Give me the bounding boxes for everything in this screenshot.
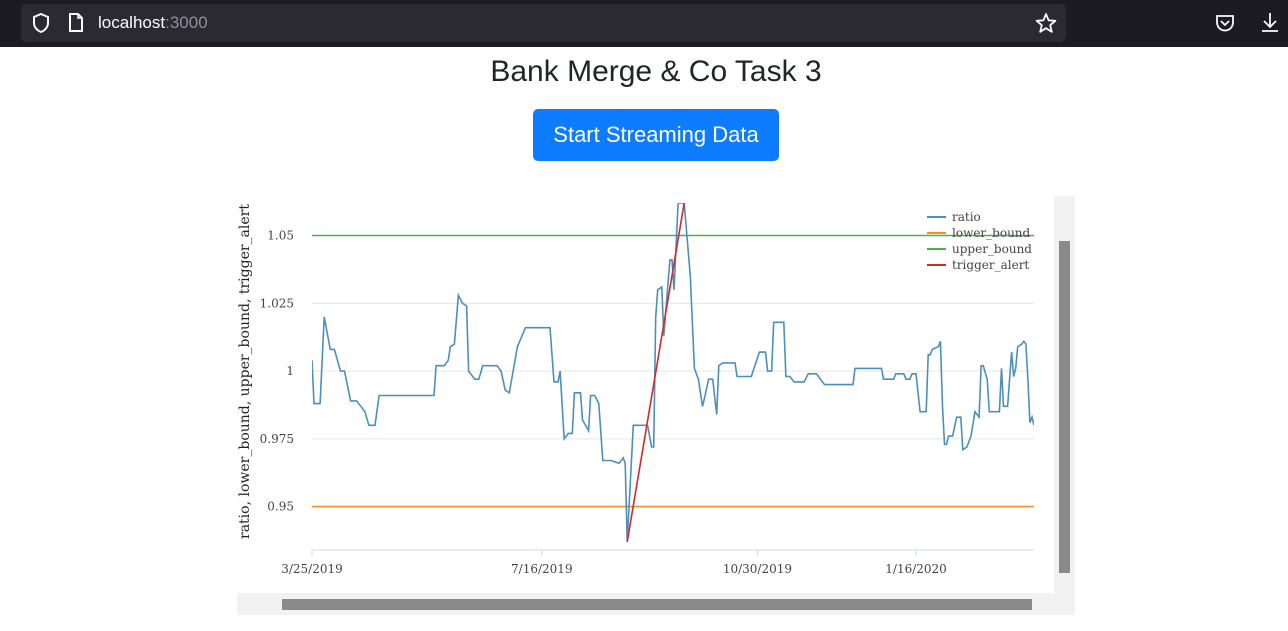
- chart-viewer: 0.95 0.975 1 1.025 1.05 3/25/2019 7/16/2019 10/…: [237, 196, 1075, 615]
- pocket-icon[interactable]: [1214, 12, 1236, 34]
- y-tick-label: 0.975: [260, 432, 294, 446]
- series-line-trigger-alert: [626, 203, 685, 543]
- download-icon[interactable]: [1259, 11, 1281, 35]
- vertical-scrollbar-thumb[interactable]: [1059, 241, 1070, 573]
- url-text[interactable]: localhost:3000: [98, 13, 208, 33]
- url-host: localhost: [98, 13, 166, 32]
- x-tick-label: 1/16/2020: [885, 562, 947, 576]
- horizontal-scrollbar-thumb[interactable]: [282, 599, 1032, 610]
- url-port: :3000: [165, 13, 208, 32]
- x-tick-label: 7/16/2019: [511, 562, 573, 576]
- chart-plot-area: 0.95 0.975 1 1.025 1.05 3/25/2019 7/16/2019 10/…: [237, 196, 1054, 593]
- y-tick-label: 1.05: [267, 229, 294, 243]
- y-tick-label: 1: [286, 364, 294, 378]
- browser-toolbar: localhost:3000: [0, 0, 1288, 47]
- y-tick-label: 0.95: [267, 500, 294, 514]
- legend-label-trigger-alert: trigger_alert: [952, 258, 1029, 272]
- legend-label-upper-bound: upper_bound: [952, 242, 1032, 256]
- line-chart: 0.95 0.975 1 1.025 1.05 3/25/2019 7/16/2019 10/…: [237, 203, 1034, 576]
- y-axis-label: ratio, lower_bound, upper_bound, trigger…: [237, 204, 253, 539]
- x-tick-label: 3/25/2019: [281, 562, 343, 576]
- series-line-ratio: [312, 203, 1034, 542]
- url-bar[interactable]: [21, 4, 1066, 42]
- page-icon[interactable]: [67, 12, 85, 34]
- legend-label-lower-bound: lower_bound: [952, 226, 1031, 240]
- y-tick-label: 1.025: [260, 296, 294, 310]
- shield-icon[interactable]: [31, 12, 51, 34]
- star-icon[interactable]: [1035, 12, 1057, 34]
- x-tick-label: 10/30/2019: [723, 562, 792, 576]
- page-title: Bank Merge & Co Task 3: [490, 55, 822, 88]
- start-streaming-button[interactable]: Start Streaming Data: [533, 109, 779, 161]
- legend-label-ratio: ratio: [952, 210, 981, 224]
